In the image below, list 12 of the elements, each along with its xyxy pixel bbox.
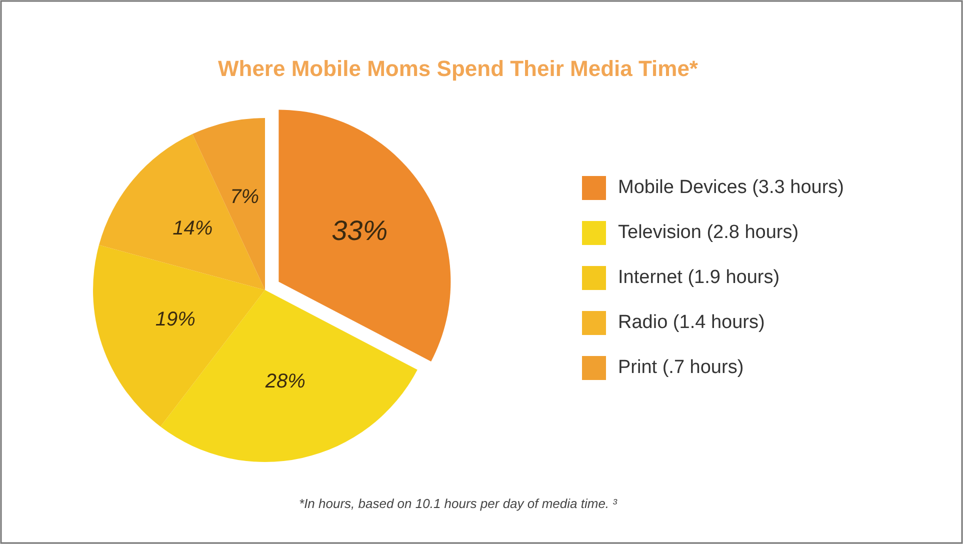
data-label: 7% — [230, 186, 260, 208]
legend-label: Internet (1.9 hours) — [618, 267, 780, 288]
legend-label: Television (2.8 hours) — [618, 222, 799, 244]
data-label: 19% — [155, 308, 196, 331]
legend-label: Radio (1.4 hours) — [618, 312, 765, 334]
data-label: 28% — [264, 370, 306, 393]
legend-label: Mobile Devices (3.3 hours) — [618, 177, 844, 198]
chart-title: Where Mobile Moms Spend Their Media Time* — [218, 56, 698, 81]
text: *In hours, based on 10.1 hours per day of media time. ³ — [299, 496, 618, 511]
legend-label: Print (.7 hours) — [618, 357, 744, 378]
data-label: 33% — [332, 215, 388, 246]
data-label: 14% — [172, 217, 213, 240]
